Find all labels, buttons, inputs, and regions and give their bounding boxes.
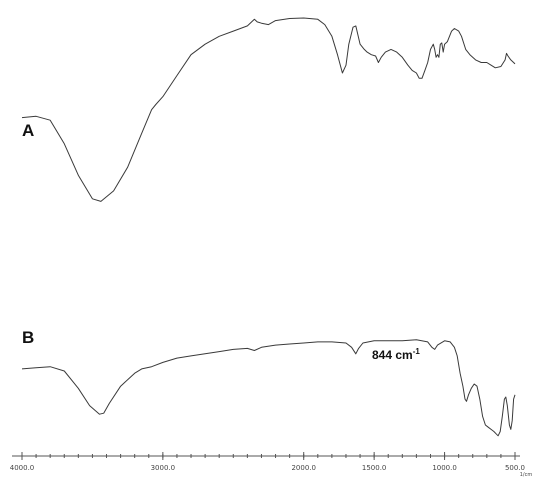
series-b-label: B xyxy=(22,328,34,347)
x-axis-unit-label: 1/cm xyxy=(520,472,533,478)
series-a-label: A xyxy=(22,121,34,140)
x-axis-ticks xyxy=(21,452,516,460)
peak-annotation-superscript: -1 xyxy=(413,347,421,356)
series-a-trace xyxy=(21,17,516,202)
x-tick-label: 3000.0 xyxy=(151,464,176,472)
x-tick-label: 2000.0 xyxy=(291,464,316,472)
series-b-trace xyxy=(21,339,516,437)
x-tick-label: 4000.0 xyxy=(10,464,35,472)
peak-annotation-text: 844 cm xyxy=(372,348,413,362)
x-tick-label: 500.0 xyxy=(505,464,525,472)
peak-annotation: 844 cm-1 xyxy=(372,347,420,362)
x-tick-label: 1500.0 xyxy=(362,464,387,472)
spectrum-traces: AB xyxy=(21,17,516,437)
x-axis-tick-labels: 4000.0 3000.0 2000.0 1500.0 1000.0 500.0 xyxy=(10,464,525,472)
x-tick-label: 1000.0 xyxy=(432,464,457,472)
